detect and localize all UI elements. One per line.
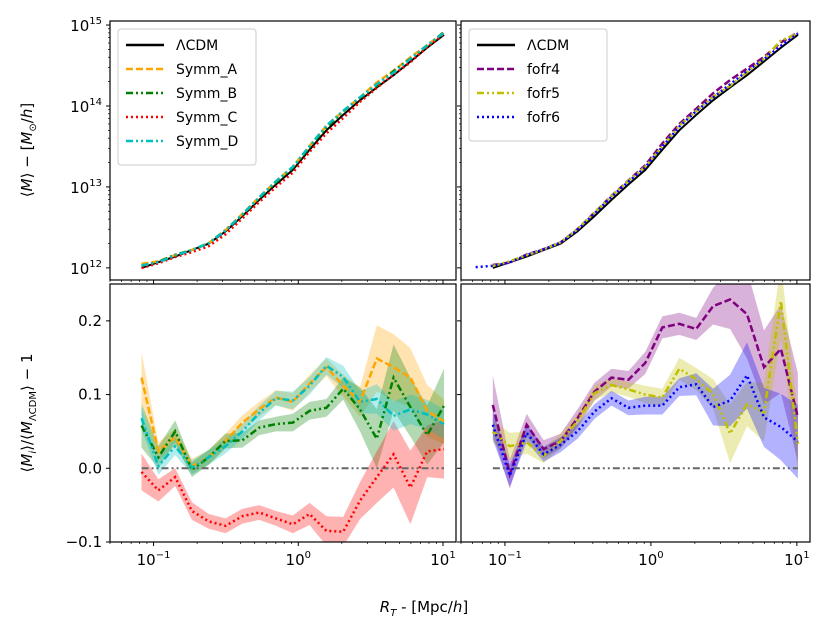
legend-label: Symm_D [176,134,238,150]
x-axis-label: RT - [Mpc/h] [380,598,469,619]
right-legend: ΛCDM fofr4 fofr5 fofr6 [468,28,608,142]
x-tick-label: 10−1 [488,550,522,569]
y-tick-label: 0.1 [78,386,102,404]
legend-box [468,28,608,142]
legends: ΛCDM Symm_A Symm_B Symm_C Symm_D ΛCDM fofr4 fof… [117,28,608,166]
x-tick-label: 10−1 [137,550,171,569]
series-line-symm-b [140,374,446,472]
band-fofr5 [492,284,798,474]
axes: 10−1 100 101 1012 1013 1014 1015 −0.1 0.0 0.1 0.2 1… [66,16,811,569]
legend-label: ΛCDM [176,38,218,54]
y-tick-label: 1015 [70,16,102,35]
legend-box [117,28,257,166]
left-top-lines [141,30,445,270]
left-bands [141,325,444,542]
series-lines [140,30,800,533]
band-symm-d [141,357,444,475]
x-tick-label: 100 [638,550,663,569]
left-bottom-frame [109,283,457,543]
legend-label: Symm_C [176,110,237,126]
legend-label: ΛCDM [527,38,569,54]
series-line-fofr5-mass [492,32,799,268]
y-tick-label: 1013 [70,178,102,197]
legend-label: fofr4 [527,62,560,78]
top-y-axis-label: ⟨M⟩ − [M⊙/h] [18,103,39,197]
y-tick-label: 0.0 [78,459,102,477]
left-legend: ΛCDM Symm_A Symm_B Symm_C Symm_D [117,28,257,166]
series-line-fofr6-mass [475,32,799,269]
x-tick-label: 100 [286,550,311,569]
series-line-symm-c [140,447,445,533]
legend-label: fofr5 [527,86,560,102]
series-line-fofr6 [491,372,799,480]
legend-label: Symm_A [176,62,237,78]
x-tick-label: 101 [784,550,809,569]
right-bottom-lines [491,298,800,480]
band-symm-c [141,419,444,542]
left-bottom-lines [140,356,446,533]
confidence-bands [141,284,798,542]
legend-label: fofr6 [527,110,560,126]
right-bottom-frame [460,283,811,543]
series-line-fofr5 [491,300,800,458]
band-symm-b [141,344,444,478]
band-fofr6 [492,342,798,487]
x-tick-label: 101 [430,550,455,569]
bottom-y-axis-label: ⟨Mi⟩/⟨MΛCDM⟩ − 1 [18,354,39,473]
series-line-symm-d [140,364,445,470]
y-tick-label: 1014 [70,97,102,116]
right-bands [492,284,798,489]
series-line-fofr4 [491,298,800,479]
y-tick-label: −0.1 [66,533,102,551]
left-top-frame [109,20,457,281]
legend-label: Symm_B [176,86,237,102]
band-fofr4 [492,284,798,489]
right-top-lines [475,31,799,269]
series-line-symm-d-mass [141,31,445,267]
right-top-frame [460,20,811,281]
y-tick-label: 1012 [70,259,102,278]
y-tick-label: 0.2 [78,312,102,330]
